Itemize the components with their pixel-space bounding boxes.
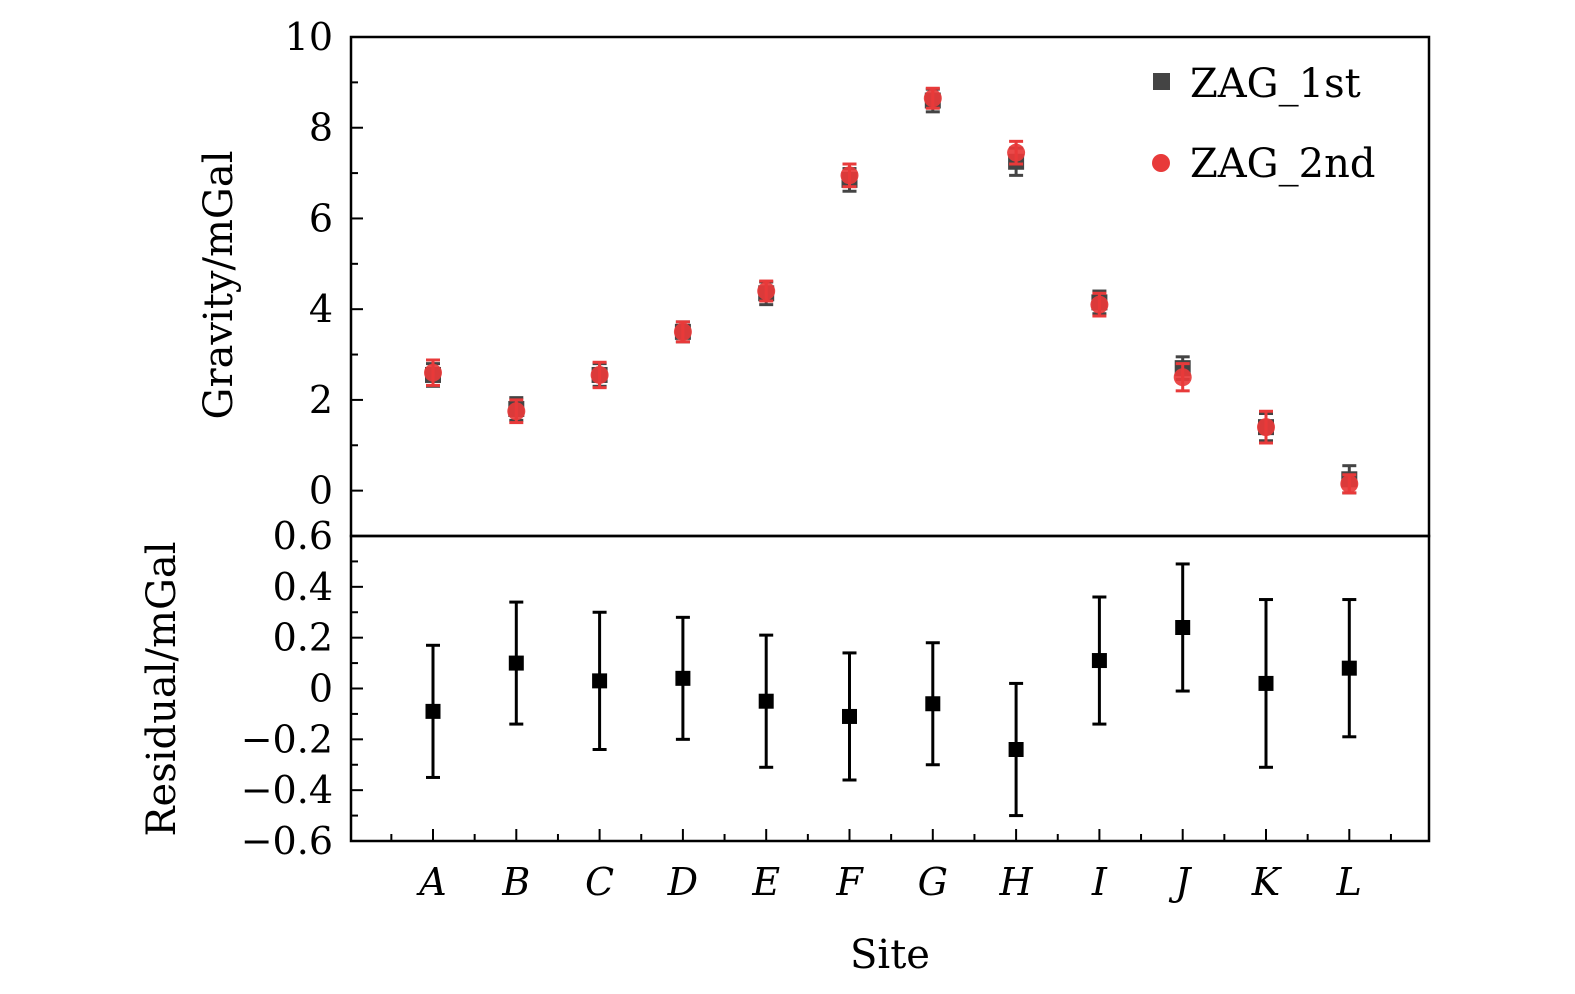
xtick-label: E [751,860,780,904]
point-residual [1258,675,1274,691]
point-zag-2nd [1257,418,1275,437]
xtick-label: I [1091,860,1108,904]
point-residual [508,655,524,671]
xtick-label: J [1168,860,1192,904]
ytick-label-gravity: 10 [285,15,333,59]
legend-label-zag-2nd: ZAG_2nd [1190,141,1375,187]
ytick-label-residual: −0.6 [241,819,333,863]
point-zag-2nd [923,89,942,108]
ytick-label-gravity: 2 [309,378,333,422]
ytick-label-gravity: 4 [309,287,333,331]
point-zag-2nd [757,282,776,301]
y-axis-title-residual: Residual/mGal [139,541,185,836]
ytick-label-gravity: 8 [309,106,333,150]
point-residual [842,708,857,724]
ytick-label-residual: 0.4 [273,565,333,609]
xtick-label: K [1251,860,1283,904]
point-zag-2nd [1007,143,1026,162]
point-zag-2nd [673,322,692,341]
ytick-label-residual: −0.4 [241,768,333,812]
tick-labels: 0 2 4 6 8 10 −0.6 −0.4 −0.2 0 0.2 0.4 0.6 A B C D E F G H I J K… [241,15,1362,904]
legend-label-zag-1st: ZAG_1st [1190,61,1361,107]
point-residual [1341,660,1357,676]
xtick-label: B [501,860,530,904]
y-axis-title-gravity: Gravity/mGal [196,151,242,420]
xtick-label: C [585,860,614,904]
point-residual [1175,620,1191,635]
point-residual [675,670,691,686]
ytick-label-residual: 0.2 [273,616,333,660]
xtick-label: H [999,860,1034,904]
point-zag-2nd [840,166,859,185]
point-zag-2nd [590,365,609,384]
ytick-label-gravity: 0 [309,469,333,513]
data-marks [424,86,1359,818]
point-residual [925,696,941,712]
legend: ZAG_1st ZAG_2nd [1152,61,1375,187]
xtick-label: D [667,860,698,904]
point-residual [1008,742,1024,757]
point-zag-2nd [1340,474,1359,493]
xtick-label: F [835,860,864,904]
ytick-label-gravity: 6 [309,196,333,240]
ytick-label-residual: 0.6 [273,514,333,558]
ytick-label-residual: −0.2 [241,717,333,761]
legend-marker-zag-2nd [1152,154,1170,172]
xtick-label: L [1336,860,1362,904]
xtick-label: G [918,860,948,904]
point-residual [758,693,774,709]
point-zag-2nd [507,402,526,421]
point-residual [1091,653,1107,669]
point-residual [425,703,441,719]
x-axis-title: Site [850,932,930,978]
point-zag-2nd [1090,295,1109,314]
xtick-label: A [416,860,446,904]
point-residual [592,673,608,689]
legend-marker-zag-1st [1153,73,1170,90]
axis-ticks [351,36,1392,842]
ytick-label-residual: 0 [309,667,333,711]
point-zag-2nd [1173,368,1192,387]
point-zag-2nd [424,363,442,382]
frame-gravity-panel [349,35,1431,538]
